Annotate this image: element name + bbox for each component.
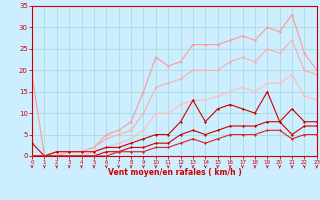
X-axis label: Vent moyen/en rafales ( km/h ): Vent moyen/en rafales ( km/h ) [108, 168, 241, 177]
